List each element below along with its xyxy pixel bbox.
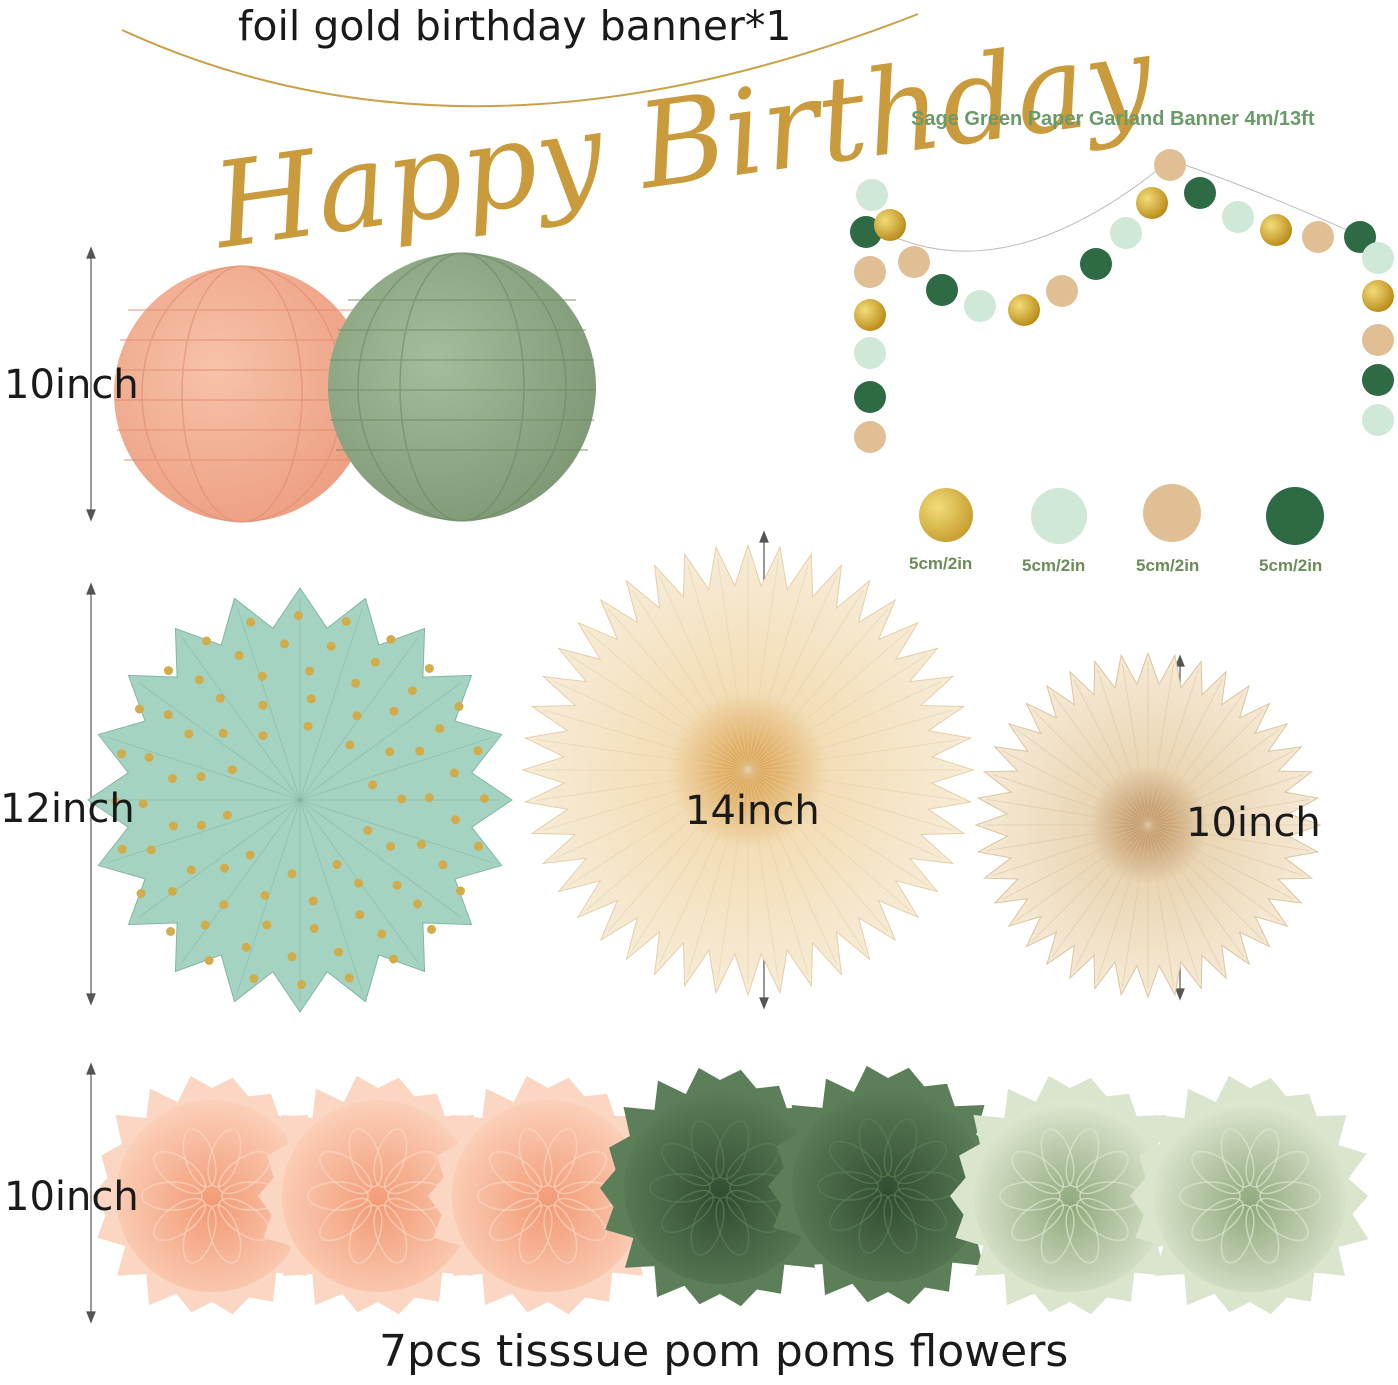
swatch-label-dark-green: 5cm/2in — [1259, 556, 1323, 575]
garland-dot — [1136, 187, 1168, 219]
swatch-gold — [919, 488, 973, 542]
garland-dot — [854, 337, 886, 369]
garland-dot — [850, 216, 882, 248]
pompom-size-label: 10inch — [4, 1174, 139, 1220]
lantern-size-label: 10inch — [4, 362, 139, 408]
swatch-dark-green — [1266, 487, 1324, 545]
lantern-sage — [328, 252, 596, 522]
garland-dot — [874, 209, 906, 241]
pompom — [1130, 1075, 1369, 1315]
garland-dot — [926, 274, 958, 306]
garland-dots — [850, 149, 1394, 453]
garland-dot — [854, 421, 886, 453]
swatch-label-mint: 5cm/2in — [1022, 556, 1086, 575]
garland-dot — [1302, 221, 1334, 253]
garland-dot — [1008, 294, 1040, 326]
swatch-label-tan: 5cm/2in — [1136, 556, 1200, 575]
pompom — [92, 1075, 331, 1315]
pompoms — [92, 1065, 1369, 1315]
garland-dot — [1362, 364, 1394, 396]
pompom — [600, 1067, 839, 1307]
garland-dot — [1222, 201, 1254, 233]
pompom — [768, 1065, 1007, 1305]
swatch-label-gold: 5cm/2in — [909, 554, 973, 573]
garland-dot — [1154, 149, 1186, 181]
garland-title: Sage Green Paper Garland Banner 4m/13ft — [911, 108, 1315, 130]
pompom — [258, 1075, 497, 1315]
fan-row-size-label: 12inch — [0, 786, 135, 832]
banner-caption: foil gold birthday banner*1 — [238, 2, 792, 50]
garland-dot — [1362, 404, 1394, 436]
garland-dot — [1046, 275, 1078, 307]
pompom-caption: 7pcs tisssue pom poms flowers — [379, 1326, 1069, 1377]
garland-dot — [854, 299, 886, 331]
garland-dot — [1344, 221, 1376, 253]
swatch-mint — [1031, 488, 1087, 544]
garland-dot — [964, 290, 996, 322]
garland-dot — [856, 179, 888, 211]
fan-cream — [521, 543, 975, 997]
garland-dot — [1080, 248, 1112, 280]
fan-mint — [87, 587, 513, 1013]
garland-dot — [854, 381, 886, 413]
garland-dot — [1110, 217, 1142, 249]
banner-string — [121, 13, 919, 108]
garland-dot — [898, 246, 930, 278]
garland-dot — [1260, 214, 1292, 246]
swatch-tan — [1143, 484, 1201, 542]
garland-dot — [1362, 242, 1394, 274]
banner-script-text: Happy Birthday — [203, 7, 1162, 276]
garland-dot — [1362, 280, 1394, 312]
fan-beige — [974, 651, 1322, 999]
garland-dot — [1184, 177, 1216, 209]
garland-dot — [854, 256, 886, 288]
fan-middle-size-label: 14inch — [685, 788, 820, 834]
fan-right-size-label: 10inch — [1186, 800, 1321, 846]
garland-dot — [1362, 324, 1394, 356]
pompom — [428, 1075, 667, 1315]
